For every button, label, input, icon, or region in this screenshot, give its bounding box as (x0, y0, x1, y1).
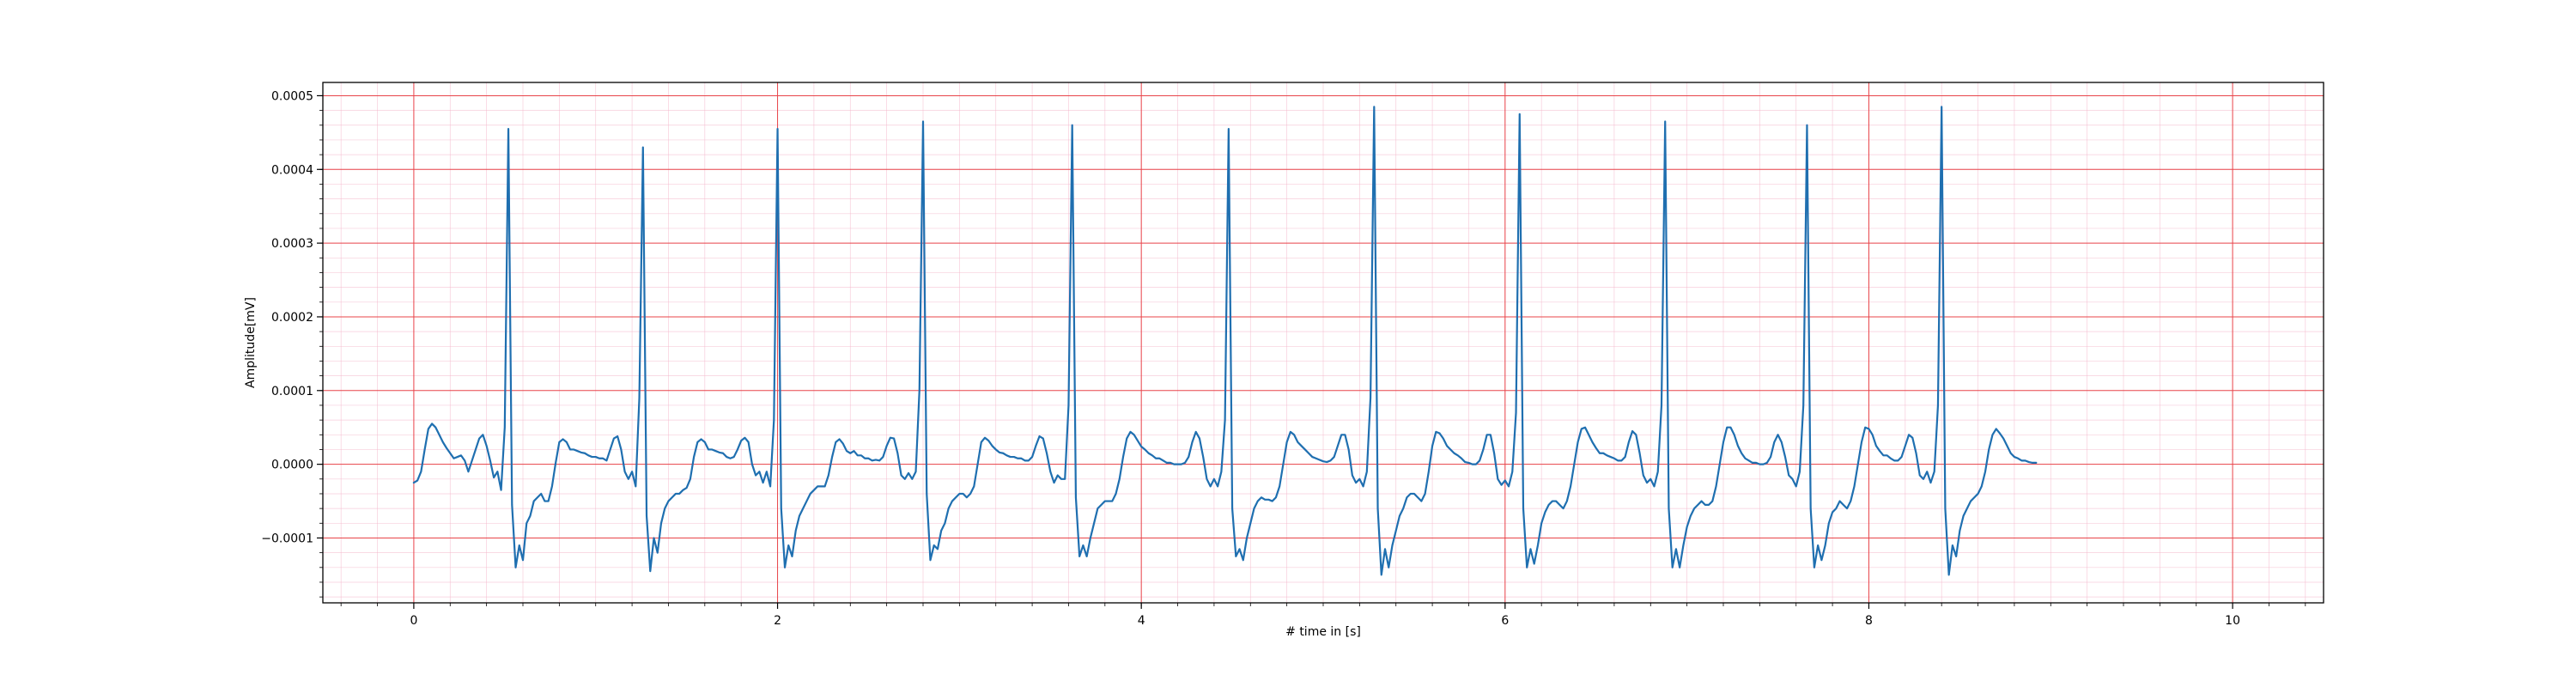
x-tick-label: 2 (774, 614, 781, 628)
x-tick-label: 4 (1138, 614, 1145, 628)
y-axis-label: Amplitude[mV] (244, 297, 258, 388)
x-axis-label: # time in [s] (1285, 625, 1361, 639)
y-tick-label: 0.0003 (271, 237, 313, 251)
x-tick-label: 6 (1501, 614, 1509, 628)
x-tick-label: 10 (2225, 614, 2240, 628)
x-tick-label: 0 (410, 614, 417, 628)
y-axis: −0.0001 0.0000 0.0001 0.0002 0.0003 0.0004 0.0… (261, 89, 323, 598)
y-tick-label: 0.0000 (271, 459, 313, 472)
series-layer (412, 106, 2038, 576)
y-tick-label: −0.0001 (261, 532, 313, 545)
major-grid (323, 82, 2324, 603)
y-tick-label: 0.0001 (271, 385, 313, 398)
y-tick-label: 0.0005 (271, 89, 313, 103)
ecg-signal-line (412, 106, 2038, 576)
x-tick-label: 8 (1865, 614, 1873, 628)
x-axis: 0 2 4 6 8 10 (340, 603, 2306, 628)
y-tick-label: 0.0004 (271, 163, 313, 177)
y-tick-label: 0.0002 (271, 311, 313, 325)
minor-grid (323, 82, 2324, 603)
